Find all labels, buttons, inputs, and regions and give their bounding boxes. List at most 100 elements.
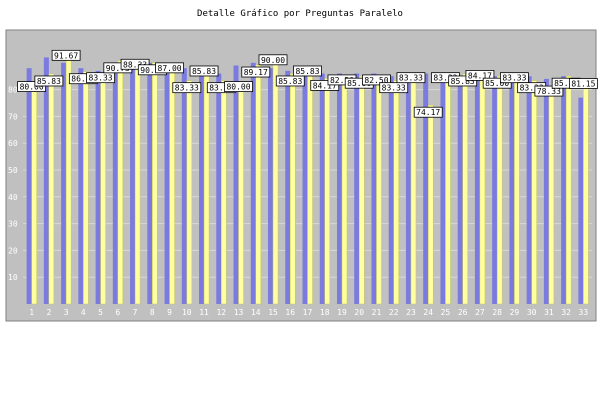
x-tick-16: 16 [285,308,295,317]
bar-series2-17 [307,73,313,305]
bar-series1-6 [112,62,118,304]
x-tick-4: 4 [81,308,86,317]
bar-series2-8 [152,62,158,305]
bar-series2-28 [496,75,503,305]
value-box-13 [224,81,253,92]
bar-series1-29 [509,73,515,305]
value-label-25: 83.33 [433,74,457,83]
value-box-28 [482,77,512,89]
value-box-7 [120,58,150,70]
value-label-31: 78.33 [537,87,561,96]
x-tick-22: 22 [389,308,399,317]
value-label-4: 86.67 [71,75,95,84]
bar-series1-15 [268,68,274,304]
bar-series2-1 [31,89,37,305]
bar-series2-22 [393,80,399,305]
bar-series2-4 [83,71,89,305]
value-label-2: 85.83 [37,77,61,86]
y-tick-50: 50 [8,166,18,175]
bar-series1-19 [336,73,342,305]
bar-series2-6 [117,60,124,305]
value-label-17: 85.83 [295,67,319,76]
value-label-1: 80.00 [20,83,44,92]
bar-series1-3 [61,62,67,304]
bar-series1-28 [492,76,498,304]
value-label-32: 85.00 [554,79,578,88]
bar-series1-17 [302,70,308,304]
x-tick-29: 29 [510,308,520,317]
x-tick-15: 15 [268,308,278,317]
x-tick-13: 13 [234,308,244,317]
value-box-10 [172,82,202,94]
bar-series2-21 [376,82,382,305]
y-tick-60: 60 [8,139,18,148]
bar-series2-27 [479,78,486,305]
value-label-22: 83.33 [382,84,406,93]
bar-series2-5 [100,80,106,305]
x-tick-19: 19 [337,308,347,317]
value-label-14: 89.17 [244,68,268,77]
bar-series1-14 [250,62,256,304]
bar-series1-30 [526,76,532,304]
y-tick-10: 10 [8,273,18,282]
bar-series2-7 [134,67,141,305]
bar-series2-12 [221,80,227,305]
bar-series2-15 [272,62,279,305]
chart-title: Detalle Gráfico por Preguntas Paralelo [197,9,403,19]
x-tick-21: 21 [372,308,382,317]
bar-series2-10 [186,80,193,305]
x-tick-2: 2 [46,308,51,317]
value-label-15: 90.00 [261,56,285,65]
y-tick-40: 40 [8,193,18,202]
x-tick-12: 12 [216,308,226,317]
bar-series2-30 [531,80,537,305]
value-label-16: 85.83 [278,77,302,86]
value-box-16 [275,75,305,87]
value-box-1 [17,81,47,92]
value-label-19: 82.50 [330,76,354,85]
bar-series1-12 [216,73,222,305]
bar-series1-4 [78,68,84,304]
value-box-29 [500,72,529,84]
x-tick-6: 6 [115,308,120,317]
value-label-9: 87.00 [158,64,182,73]
bar-series2-18 [324,78,330,305]
x-tick-32: 32 [561,308,571,317]
value-box-14 [241,66,271,78]
x-tick-20: 20 [354,308,364,317]
value-label-27: 84.17 [468,71,492,80]
bar-series1-9 [164,65,170,304]
bar-series2-11 [203,73,210,305]
value-box-31 [534,85,564,97]
bar-series1-16 [285,70,291,304]
bar-series2-3 [65,58,72,305]
value-box-3 [51,49,81,61]
x-tick-10: 10 [182,308,192,317]
y-tick-70: 70 [8,112,18,121]
value-label-7: 88.33 [123,60,147,69]
value-box-23 [396,72,426,84]
value-box-5 [86,72,115,84]
bar-series2-29 [514,80,520,305]
bar-series1-26 [457,76,463,304]
x-tick-1: 1 [29,308,34,317]
bar-series1-21 [371,73,377,305]
bar-series2-25 [445,80,451,305]
value-label-29: 83.33 [502,74,526,83]
y-tick-80: 80 [8,86,18,95]
bar-series1-1 [26,68,32,304]
value-label-23: 83.33 [399,74,423,83]
bar-series2-20 [358,75,365,305]
value-label-10: 83.33 [175,84,199,93]
bar-series1-7 [130,65,136,304]
value-label-11: 85.83 [192,67,216,76]
x-tick-31: 31 [544,308,554,317]
value-label-5: 83.33 [89,74,113,83]
bar-series1-13 [233,65,239,304]
value-box-2 [34,75,64,87]
value-label-6: 90.73 [106,64,130,73]
bar-series1-5 [95,70,101,304]
x-tick-17: 17 [303,308,313,317]
value-label-20: 85.00 [347,79,371,88]
